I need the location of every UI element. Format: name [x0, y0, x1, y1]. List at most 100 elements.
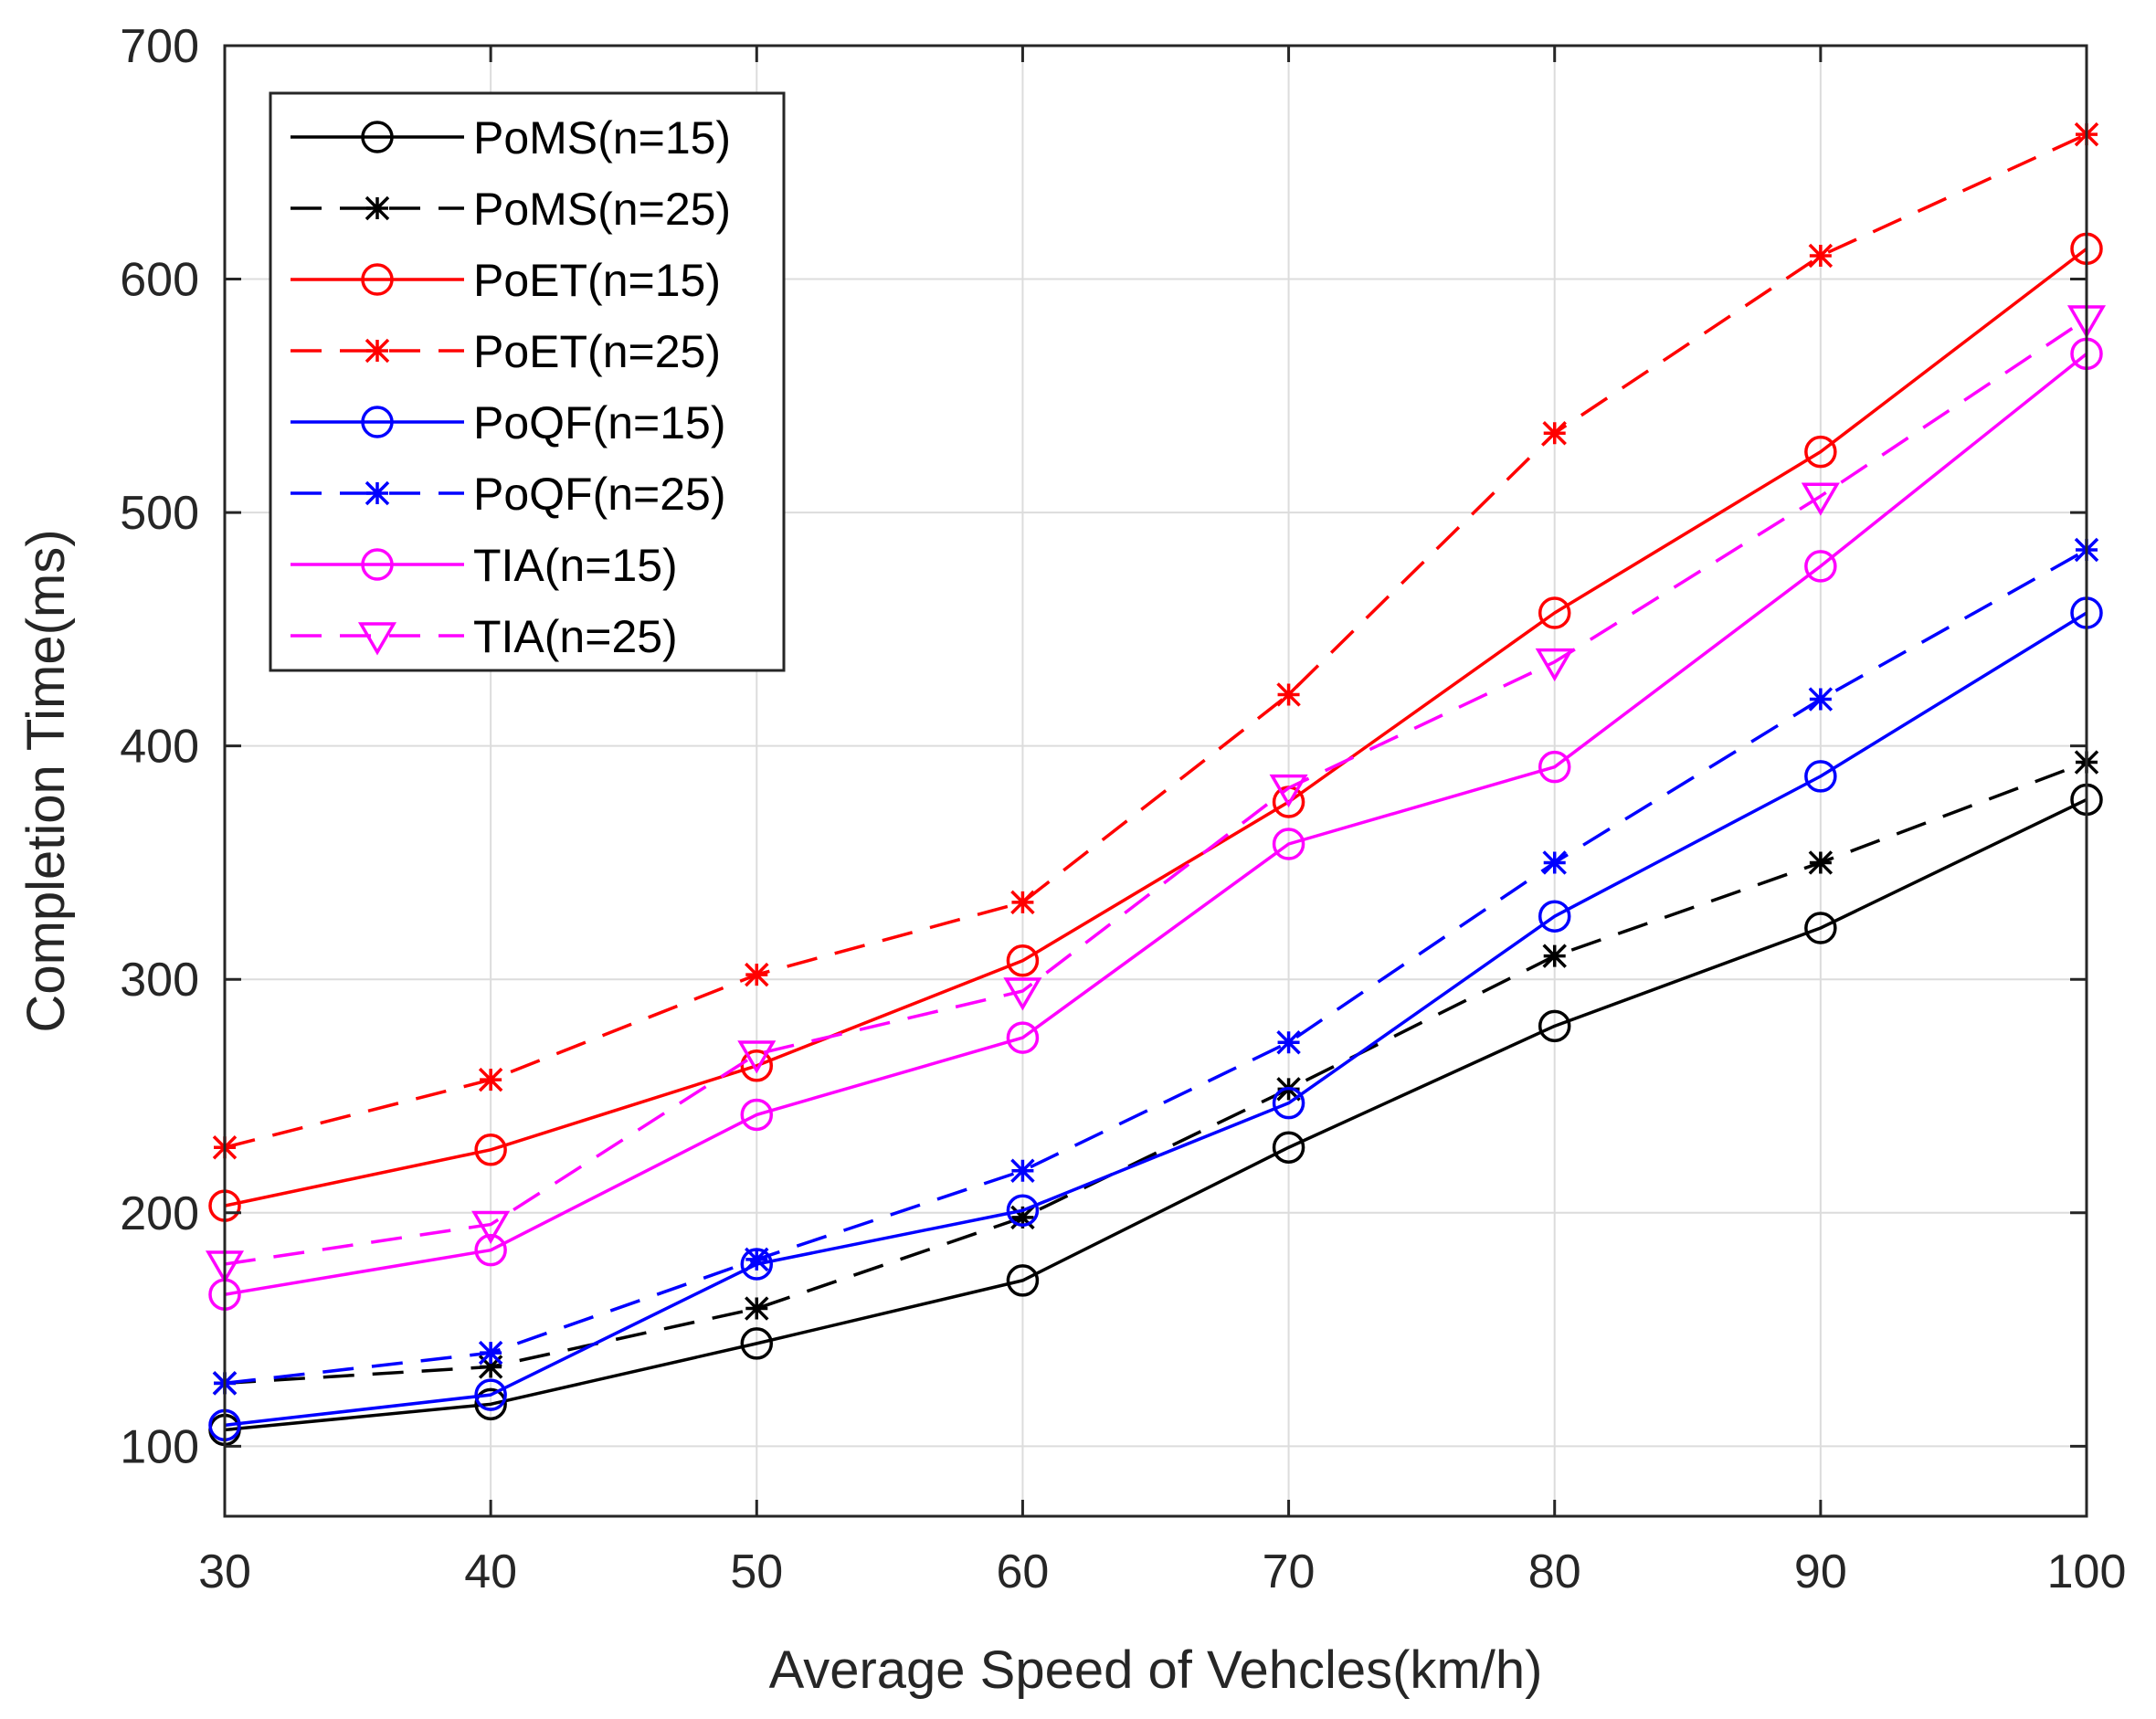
data-point [1276, 682, 1301, 707]
legend-item: PoET(n=25) [291, 326, 721, 377]
legend-item: PoQF(n=15) [291, 397, 726, 448]
series-line [224, 548, 2087, 1386]
data-point [1272, 1131, 1305, 1164]
data-point [1272, 1086, 1305, 1120]
data-point [1535, 648, 1574, 682]
legend-item: PoMS(n=15) [291, 112, 731, 163]
data-point [1804, 760, 1837, 793]
x-tick-label: 60 [997, 1545, 1050, 1598]
data-point [1804, 912, 1837, 944]
data-point [1542, 944, 1567, 968]
legend-marker [365, 195, 390, 221]
x-tick-label: 80 [1528, 1545, 1581, 1598]
data-point [474, 1378, 507, 1411]
x-tick-label: 100 [2047, 1545, 2127, 1598]
x-axis-title: Average Speed of Vehcles(km/h) [769, 1640, 1543, 1700]
legend-label: TIA(n=25) [473, 611, 678, 662]
data-point [740, 1327, 774, 1360]
series-line [224, 352, 2088, 1296]
data-point [474, 1233, 507, 1267]
y-tick-label: 700 [120, 20, 199, 73]
legend-marker [361, 548, 394, 581]
data-point [1538, 900, 1571, 933]
legend-label: PoQF(n=25) [473, 469, 726, 520]
x-tick-label: 30 [198, 1545, 251, 1598]
y-axis-title: Completion Time(ms) [16, 529, 76, 1032]
legend-item: PoMS(n=25) [291, 184, 731, 235]
data-point [1808, 243, 1834, 269]
data-point [1804, 550, 1837, 583]
legend-label: PoET(n=15) [473, 255, 721, 306]
series-layer [205, 121, 2107, 1447]
data-point [737, 1040, 777, 1074]
data-point [1010, 1205, 1035, 1230]
data-point [740, 1049, 774, 1082]
y-tick-label: 400 [120, 721, 199, 774]
plot-frame [223, 44, 2088, 1518]
series-line [224, 611, 2087, 1428]
legend-label: PoET(n=25) [473, 326, 721, 377]
legend: PoMS(n=15) PoMS(n=25) PoET(n=15) PoET(n=25)… [269, 91, 786, 672]
data-point [1808, 850, 1834, 875]
series-line [224, 317, 2087, 1266]
data-point [745, 1247, 769, 1272]
data-point [1269, 774, 1308, 808]
legend-box [269, 91, 786, 672]
data-point [1006, 944, 1040, 977]
data-point [478, 1355, 503, 1379]
data-point [1010, 890, 1035, 915]
y-tick-label: 300 [120, 954, 199, 1007]
legend-marker [365, 338, 390, 364]
series-PoET(n=15) [208, 232, 2103, 1222]
data-point [478, 1340, 503, 1366]
series-line [224, 132, 2087, 1149]
data-point [1542, 420, 1567, 446]
data-point [1538, 596, 1571, 629]
series-line [224, 760, 2087, 1386]
y-tick-label: 600 [120, 254, 199, 307]
y-tick-label: 100 [120, 1420, 199, 1473]
legend-marker [361, 263, 394, 296]
series-PoQF(n=15) [208, 596, 2103, 1442]
data-point [1003, 977, 1042, 1011]
x-tick-label: 40 [464, 1545, 517, 1598]
data-point [1801, 482, 1840, 516]
series-TIA(n=25) [205, 305, 2107, 1284]
x-tick-label: 90 [1794, 1545, 1847, 1598]
legend-item: TIA(n=15) [291, 540, 678, 591]
legend-marker [361, 121, 394, 153]
data-point [1538, 1009, 1571, 1043]
legend-label: PoQF(n=15) [473, 397, 726, 448]
legend-marker [361, 406, 394, 438]
y-tick-label: 500 [120, 487, 199, 540]
series-TIA(n=15) [208, 337, 2103, 1311]
x-tick-label: 70 [1263, 1545, 1316, 1598]
legend-label: PoMS(n=25) [473, 184, 731, 235]
data-point [745, 962, 769, 987]
data-point [1808, 687, 1834, 712]
x-axis: 30 40 50 60 70 80 90 100 [198, 46, 2126, 1598]
data-point [1804, 435, 1837, 469]
legend-item: PoET(n=15) [291, 255, 721, 306]
data-point [471, 1210, 511, 1245]
data-point [1010, 1158, 1035, 1184]
data-point [1542, 850, 1567, 875]
data-point [745, 1296, 769, 1321]
legend-marker [357, 622, 397, 656]
series-line [224, 797, 2087, 1432]
y-axis: 100 200 300 400 500 600 700 [120, 20, 2087, 1473]
data-point [474, 1134, 507, 1166]
series-line [224, 247, 2088, 1208]
legend-marker [365, 480, 390, 506]
data-point [478, 1067, 503, 1092]
data-point [740, 1098, 774, 1132]
data-point [1272, 828, 1305, 860]
data-point [1006, 1021, 1040, 1054]
legend-item: TIA(n=25) [291, 611, 678, 662]
y-tick-label: 200 [120, 1187, 199, 1240]
legend-item: PoQF(n=25) [291, 469, 726, 520]
data-point [1276, 1029, 1301, 1055]
data-point [474, 1387, 507, 1421]
x-tick-label: 50 [730, 1545, 783, 1598]
